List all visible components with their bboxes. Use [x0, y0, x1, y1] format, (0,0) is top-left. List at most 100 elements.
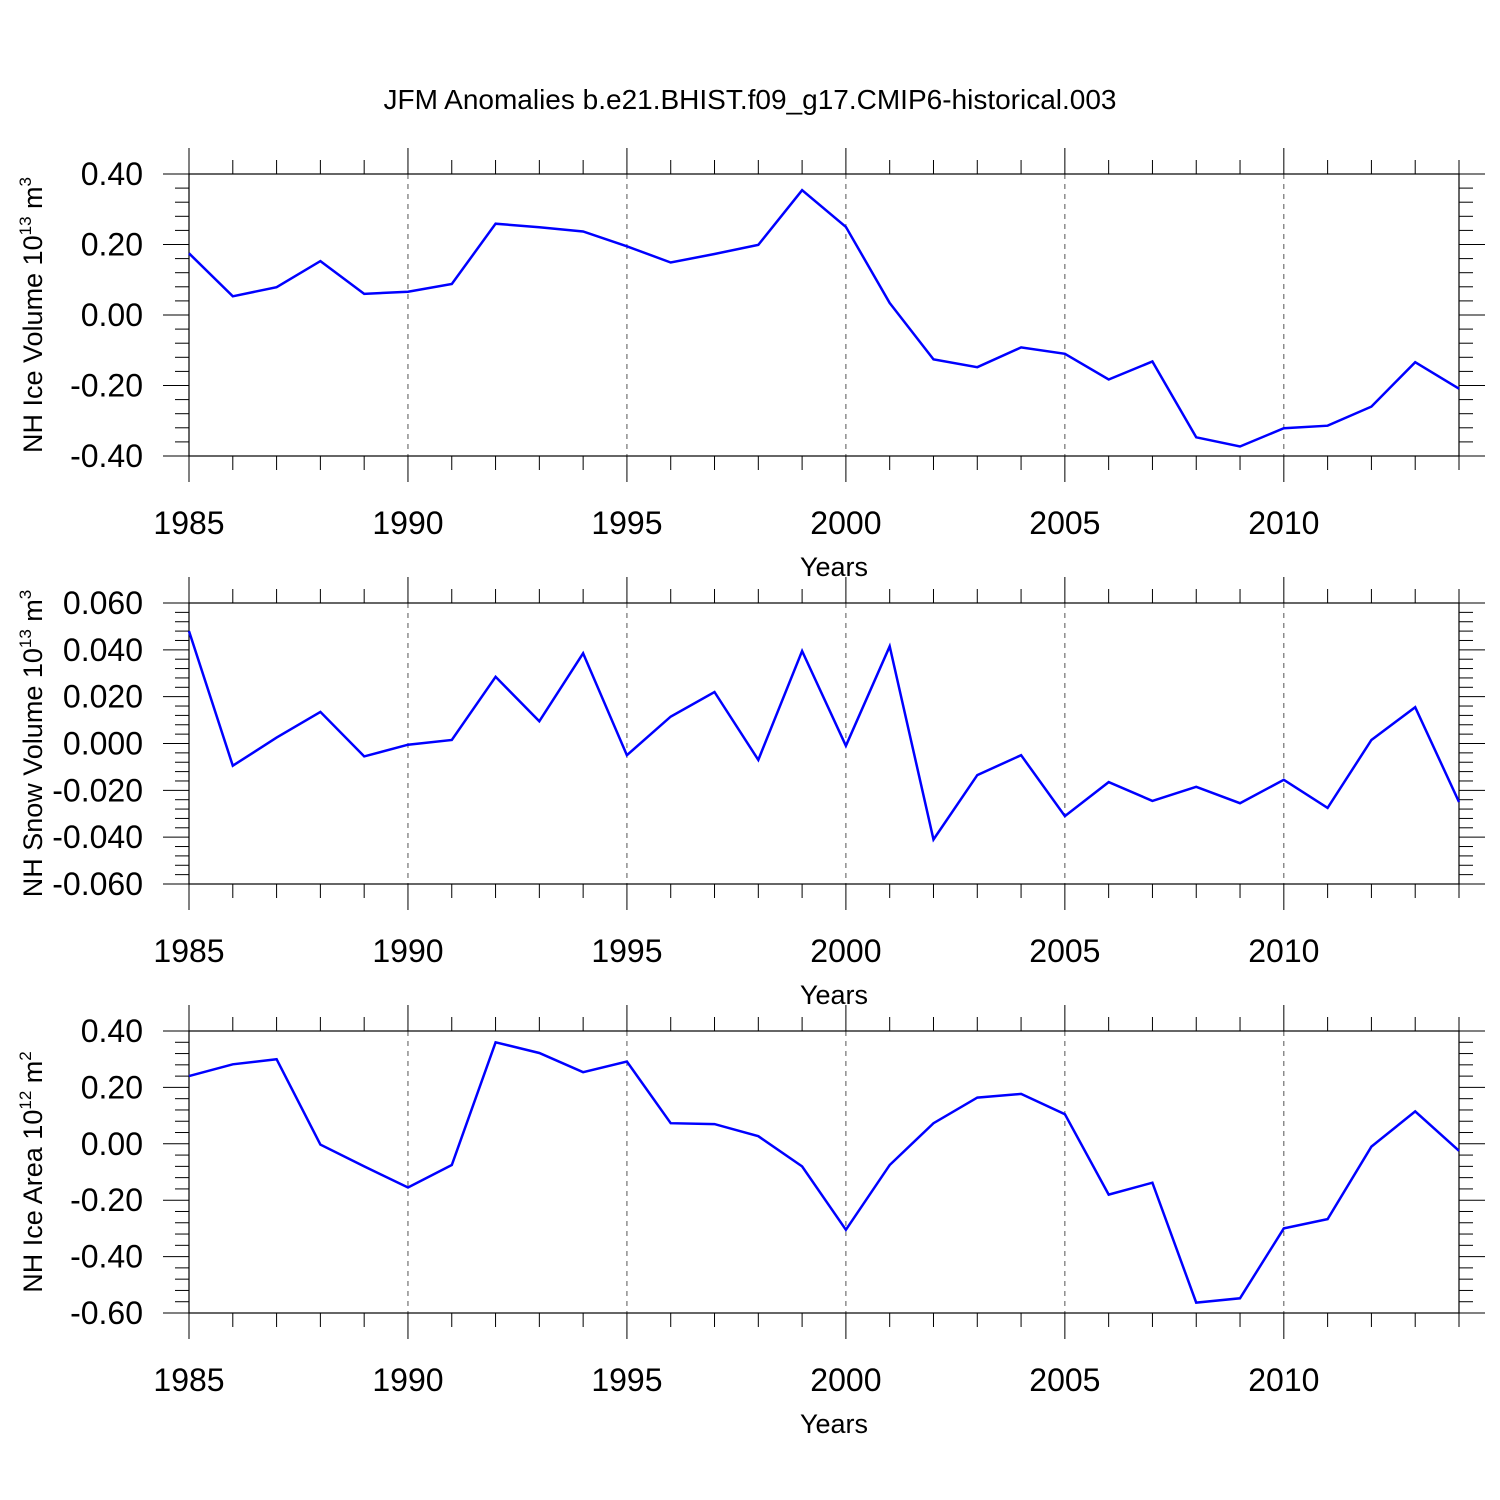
x-tick-label: 1985 — [153, 505, 224, 541]
data-point — [582, 230, 584, 232]
data-point — [670, 1122, 672, 1124]
data-point — [275, 286, 277, 288]
y-axis-label: NH Ice Area 1012 m2 — [16, 1051, 48, 1293]
y-label-unit-suffix-exp: 2 — [16, 1051, 35, 1060]
data-point — [626, 754, 628, 756]
y-tick-label: 0.040 — [63, 632, 143, 668]
data-point — [582, 652, 584, 654]
data-point — [275, 736, 277, 738]
data-point — [801, 1165, 803, 1167]
data-point — [232, 295, 234, 297]
data-point — [1326, 1218, 1328, 1220]
panel-snow-volume: 1985 1990 1995 2000 2005 2010 0.060 0.040 0.020 0… — [16, 577, 1485, 1010]
x-tick-label: 2005 — [1029, 505, 1100, 541]
y-tick-label: -0.20 — [70, 1182, 143, 1218]
y-label-unit-suffix: m — [18, 599, 48, 629]
x-tick-label: 1990 — [372, 1362, 443, 1398]
data-point — [319, 711, 321, 713]
y-label-unit-base: 10 — [18, 235, 48, 265]
data-point — [1326, 807, 1328, 809]
y-tick-label: -0.40 — [70, 438, 143, 474]
data-point — [1107, 781, 1109, 783]
data-point — [713, 1123, 715, 1125]
y-label-text: NH Snow Volume — [18, 678, 48, 897]
data-point — [1107, 1193, 1109, 1195]
data-point — [582, 1071, 584, 1073]
data-point — [1151, 1182, 1153, 1184]
y-axis-label: NH Ice Volume 1013 m3 — [16, 177, 48, 453]
y-label-unit-suffix: m — [18, 1061, 48, 1091]
x-tick-label: 1985 — [153, 933, 224, 969]
y-tick-label: 0.00 — [81, 1126, 143, 1162]
data-point — [1107, 378, 1109, 380]
data-point — [932, 358, 934, 360]
panel-ice-area: 1985 1990 1995 2000 2005 2010 0.40 0.20 0.00 -0.2… — [16, 1005, 1485, 1439]
data-point — [363, 755, 365, 757]
data-point — [407, 291, 409, 293]
data-point — [494, 1041, 496, 1043]
data-point — [1458, 801, 1460, 803]
x-tick-label: 1990 — [372, 933, 443, 969]
x-tick-label: 2000 — [810, 1362, 881, 1398]
data-point — [1414, 706, 1416, 708]
y-tick-label: 0.20 — [81, 227, 143, 263]
plot-frame — [188, 602, 1460, 885]
data-point — [319, 1143, 321, 1145]
data-point — [538, 1052, 540, 1054]
y-tick-label: -0.060 — [52, 866, 143, 902]
x-tick-label: 2005 — [1029, 933, 1100, 969]
data-point — [1195, 436, 1197, 438]
data-point — [1283, 427, 1285, 429]
data-point — [626, 1060, 628, 1062]
x-tick-label: 2010 — [1248, 505, 1319, 541]
data-point — [845, 226, 847, 228]
x-tick-label: 2005 — [1029, 1362, 1100, 1398]
y-label-unit-suffix-exp: 3 — [16, 590, 35, 599]
data-point — [713, 253, 715, 255]
y-tick-label: 0.060 — [63, 585, 143, 621]
x-tick-label: 1985 — [153, 1362, 224, 1398]
x-tick-label: 1995 — [591, 1362, 662, 1398]
data-point — [1020, 754, 1022, 756]
data-point — [1064, 1113, 1066, 1115]
series-line-ice-volume — [188, 188, 1460, 448]
data-point — [188, 630, 190, 632]
data-point — [757, 759, 759, 761]
y-label-unit-base: 10 — [18, 1110, 48, 1140]
y-tick-label: 0.00 — [81, 297, 143, 333]
data-point — [494, 223, 496, 225]
data-point — [1458, 1150, 1460, 1152]
y-label-unit-suffix: m — [18, 186, 48, 216]
x-tick-label: 2000 — [810, 933, 881, 969]
y-axis-label: NH Snow Volume 1013 m3 — [16, 590, 48, 898]
data-point — [670, 715, 672, 717]
data-point — [1195, 786, 1197, 788]
data-point — [1283, 779, 1285, 781]
data-point — [976, 366, 978, 368]
y-tick-label: 0.020 — [63, 679, 143, 715]
y-tick-label: -0.20 — [70, 368, 143, 404]
data-point — [801, 650, 803, 652]
data-point — [1326, 424, 1328, 426]
plot-frame — [188, 1030, 1460, 1314]
y-tick-label: -0.040 — [52, 819, 143, 855]
data-point — [1239, 445, 1241, 447]
data-point — [976, 774, 978, 776]
series-line-snow-volume — [187, 630, 1461, 843]
y-tick-label: 0.20 — [81, 1069, 143, 1105]
data-point — [1239, 1297, 1241, 1299]
data-point — [275, 1058, 277, 1060]
data-point — [976, 1096, 978, 1098]
data-point — [1370, 405, 1372, 407]
y-tick-label: 0.000 — [63, 726, 143, 762]
data-point — [888, 1164, 890, 1166]
data-point — [407, 743, 409, 745]
data-point — [1151, 800, 1153, 802]
y-label-text: NH Ice Volume — [18, 265, 48, 453]
data-point — [1239, 802, 1241, 804]
data-point — [1370, 1145, 1372, 1147]
data-point — [451, 739, 453, 741]
data-point — [1414, 361, 1416, 363]
y-tick-label: -0.60 — [70, 1295, 143, 1331]
